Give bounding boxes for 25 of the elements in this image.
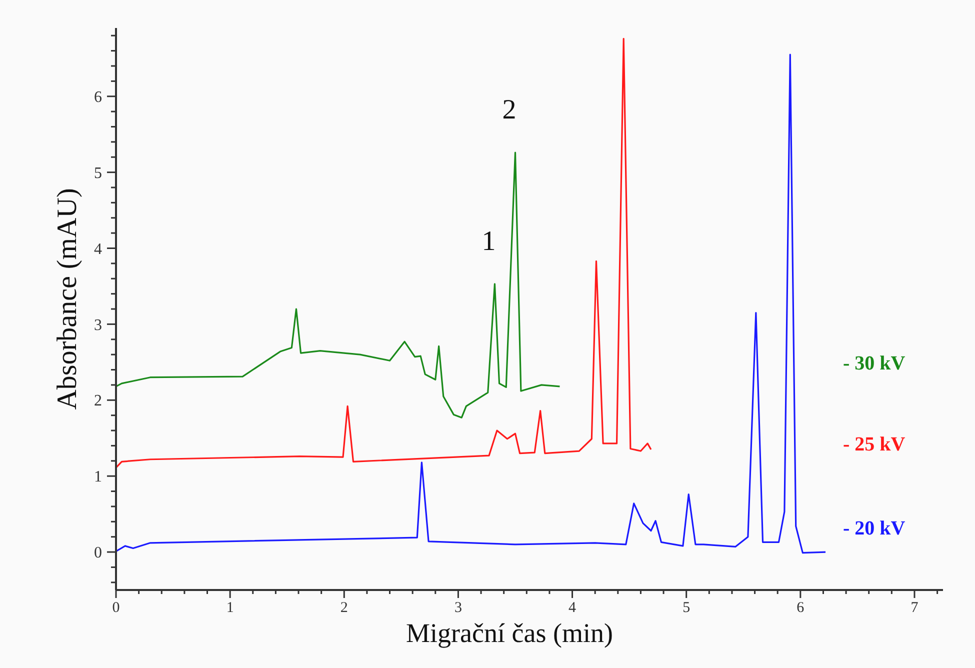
x-tick-label: 2 xyxy=(340,600,348,616)
text: - 30 kV xyxy=(843,352,906,374)
x-tick-label: 6 xyxy=(796,600,805,616)
line-series xyxy=(115,152,561,418)
series-label: - 20 kV xyxy=(843,517,906,540)
line-series xyxy=(115,54,826,554)
y-tick-label: 1 xyxy=(94,468,102,486)
annotation: 1 xyxy=(482,226,496,257)
x-tick-label: 7 xyxy=(910,600,919,616)
x-tick-label: 4 xyxy=(568,600,577,616)
y-tick-label: 4 xyxy=(94,240,102,258)
x-tick-label: 5 xyxy=(682,600,690,616)
text: - 25 kV xyxy=(843,434,906,456)
annotation: 2 xyxy=(502,94,516,126)
y-tick-label: 3 xyxy=(94,316,102,334)
y-tick-label: 0 xyxy=(94,544,102,562)
x-tick-label: 3 xyxy=(454,600,462,616)
y-tick-label: 5 xyxy=(94,164,102,182)
y-tick-label: 2 xyxy=(94,392,102,410)
y-axis-title: Absorbance (mAU) xyxy=(52,188,83,410)
line-series xyxy=(115,38,652,469)
y-tick-label: 6 xyxy=(94,88,102,106)
x-tick-label: 1 xyxy=(226,600,234,616)
x-axis-title: Migrační čas (min) xyxy=(406,618,613,648)
x-tick-label: 0 xyxy=(112,600,120,616)
